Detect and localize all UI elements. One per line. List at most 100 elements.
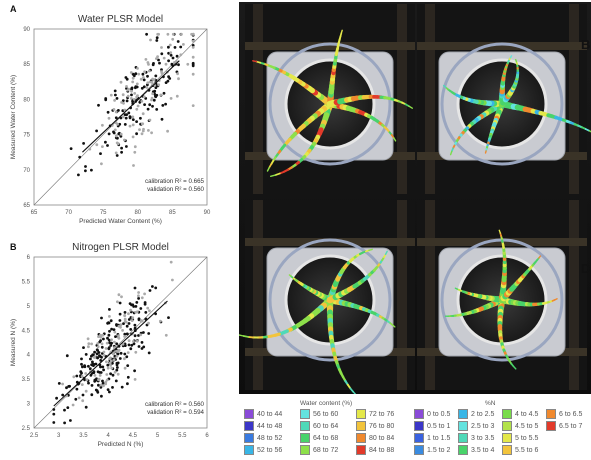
nitrogen-validation-point <box>121 342 125 346</box>
water-calibration-point <box>125 77 129 81</box>
water-validation-point <box>140 132 144 136</box>
nitrogen-calibration-point <box>126 364 130 367</box>
water-x-tick-label: 65 <box>31 210 38 216</box>
water-legend-swatch <box>244 445 254 455</box>
nitrogen-validation-point <box>135 339 139 343</box>
water-calibration-point <box>145 32 149 36</box>
water-legend-swatch <box>300 433 310 443</box>
nitrogen-validation-point <box>113 340 116 344</box>
nitrogen-validation-point <box>71 403 75 407</box>
water-legend-label: 48 to 52 <box>257 434 283 442</box>
nitrogen-calibration-point <box>134 305 138 308</box>
nitrogen-calibration-point <box>118 301 122 305</box>
water-validation-point <box>182 43 185 46</box>
nitrogen-calibration-point <box>96 370 100 374</box>
nitrogen-legend-swatch <box>414 433 424 443</box>
nitrogen-calibration-point <box>118 357 122 360</box>
water-validation-point <box>121 115 125 119</box>
nitrogen-calibration-point <box>100 345 104 349</box>
nitrogen-validation-point <box>110 366 114 370</box>
water-calibration-point <box>179 45 183 49</box>
water-validation-point <box>122 101 125 105</box>
water-r2-annotation: validation R² = 0.560 <box>147 186 204 193</box>
nitrogen-validation-point <box>104 382 108 386</box>
water-calibration-point <box>114 116 118 120</box>
water-validation-point <box>157 83 161 87</box>
nitrogen-validation-point <box>134 350 138 354</box>
water-validation-point <box>147 63 150 66</box>
water-calibration-point <box>119 116 123 120</box>
water-validation-point <box>176 72 180 76</box>
water-validation-point <box>191 104 195 107</box>
nitrogen-calibration-point <box>84 405 88 409</box>
nitrogen-calibration-point <box>106 321 109 325</box>
nitrogen-legend-label: 0 to 0.5 <box>427 410 451 418</box>
nitrogen-calibration-point <box>99 359 103 362</box>
water-calibration-point <box>120 146 123 150</box>
water-validation-point <box>141 112 145 116</box>
nitrogen-validation-point <box>109 359 113 363</box>
nitrogen-legend-label: 6.5 to 7 <box>559 422 583 430</box>
nitrogen-calibration-point <box>84 353 88 356</box>
nitrogen-calibration-point <box>123 352 127 356</box>
water-legend-item: 72 to 76 <box>356 409 394 419</box>
water-x-tick-label: 85 <box>169 210 176 216</box>
nitrogen-validation-point <box>96 342 100 345</box>
water-legend-label: 68 to 72 <box>313 446 339 454</box>
nitrogen-x-tick-label: 2.5 <box>30 433 39 439</box>
nitrogen-calibration-point <box>102 368 105 372</box>
nitrogen-calibration-point <box>133 334 137 338</box>
water-calibration-point <box>121 99 125 102</box>
nitrogen-validation-point <box>117 293 121 297</box>
nitrogen-validation-point <box>123 366 127 370</box>
nitrogen-calibration-point <box>57 382 61 385</box>
water-validation-point <box>160 46 163 49</box>
water-validation-point <box>166 129 170 133</box>
nitrogen-legend-label: 5 to 5.5 <box>515 434 539 442</box>
water-validation-point <box>135 82 139 86</box>
nitrogen-calibration-point <box>137 297 141 300</box>
nitrogen-calibration-point <box>133 326 137 330</box>
nitrogen-x-tick-label: 4 <box>106 433 110 439</box>
water-calibration-point <box>78 155 82 159</box>
water-y-tick-label: 90 <box>23 27 30 33</box>
water-validation-point <box>125 85 128 88</box>
nitrogen-calibration-point <box>68 384 71 388</box>
nitrogen-validation-point <box>117 348 121 352</box>
water-legend-label: 56 to 60 <box>313 410 339 418</box>
water-calibration-point <box>104 98 108 102</box>
nitrogen-calibration-point <box>87 364 90 368</box>
nitrogen-validation-point <box>97 378 100 382</box>
water-legend-swatch <box>356 409 366 419</box>
water-legend-item: 44 to 48 <box>244 421 282 431</box>
nitrogen-validation-point <box>96 345 100 349</box>
nitrogen-validation-point <box>137 291 141 294</box>
water-legend-item: 56 to 60 <box>300 409 338 419</box>
nitrogen-validation-point <box>77 396 81 400</box>
water-validation-point <box>151 92 155 96</box>
water-calibration-point <box>118 122 122 126</box>
water-validation-point <box>133 92 137 95</box>
water-validation-point <box>137 72 141 76</box>
water-validation-point <box>121 93 125 97</box>
nitrogen-calibration-point <box>126 382 129 386</box>
water-calibration-point <box>171 56 175 60</box>
water-calibration-point <box>175 54 179 58</box>
water-legend-title: Water content (%) <box>300 400 353 407</box>
nitrogen-calibration-point <box>99 371 103 374</box>
water-calibration-point <box>124 116 128 120</box>
water-calibration-point <box>142 78 146 82</box>
water-legend-item: 76 to 80 <box>356 421 394 431</box>
nitrogen-validation-point <box>86 337 90 341</box>
water-calibration-point <box>143 103 147 106</box>
water-legend-label: 44 to 48 <box>257 422 283 430</box>
water-calibration-point <box>131 72 135 76</box>
water-validation-point <box>191 55 195 59</box>
water-legend-item: 84 to 88 <box>356 445 394 455</box>
water-legend-item: 52 to 56 <box>244 445 282 455</box>
water-validation-point <box>152 78 156 82</box>
nitrogen-calibration-point <box>133 369 137 373</box>
water-calibration-point <box>167 45 170 49</box>
nitrogen-validation-point <box>87 342 91 345</box>
nitrogen-validation-point <box>101 333 105 337</box>
